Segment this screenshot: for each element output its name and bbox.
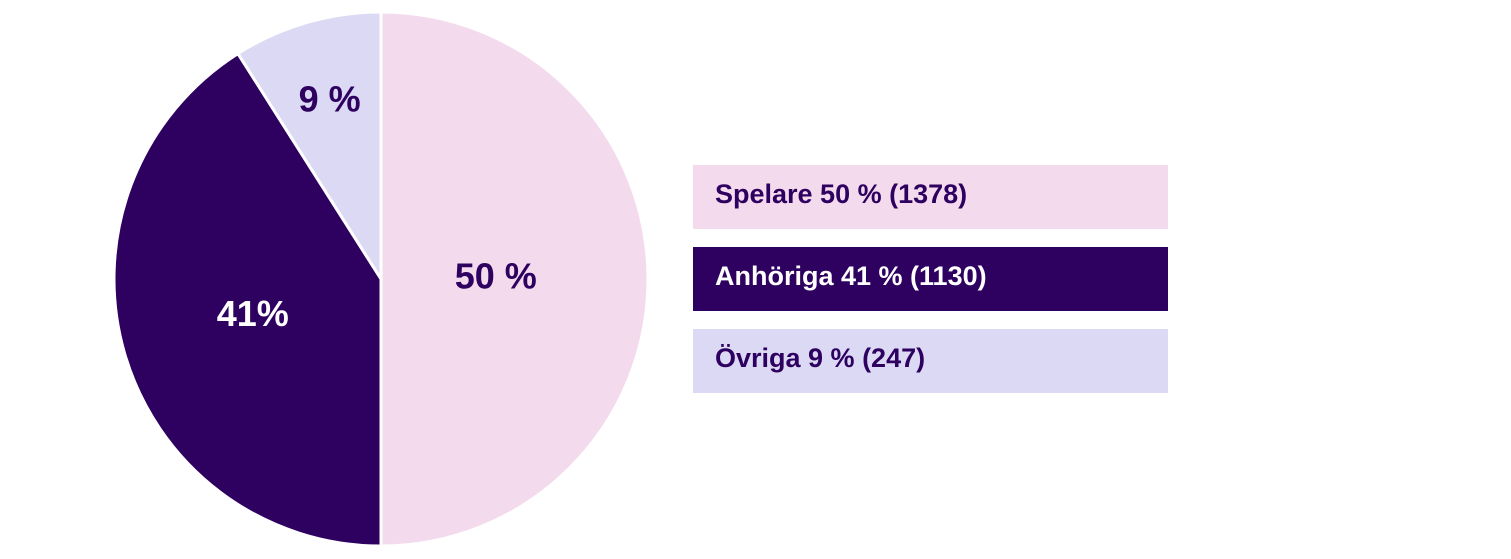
legend-label: Spelare 50 % (1378): [715, 179, 967, 209]
legend-box: [693, 165, 1168, 229]
legend-box: [693, 329, 1168, 393]
slice-label: 50 %: [455, 256, 537, 297]
pie-slice: [379, 10, 650, 548]
slice-label: 41%: [217, 293, 289, 334]
legend-box: [693, 247, 1168, 311]
slice-label: 9 %: [299, 79, 361, 120]
legend-label: Övriga 9 % (247): [715, 343, 925, 373]
pie-slice: [112, 51, 383, 548]
pie-slice: [235, 10, 383, 285]
legend-label: Anhöriga 41 % (1130): [715, 261, 987, 291]
